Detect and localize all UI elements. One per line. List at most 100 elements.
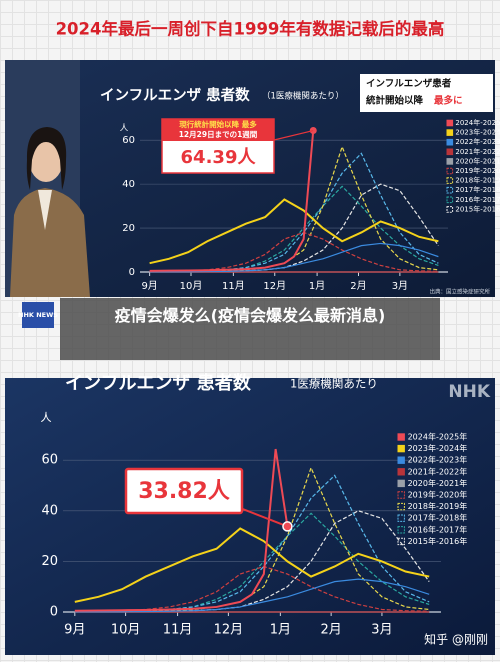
watermark: 知乎 @刚刚 (424, 633, 488, 647)
x-tick-label: 9月 (64, 623, 85, 638)
value-label: 64.39人 (181, 147, 257, 168)
legend-label: 2023年-2024年 (455, 128, 500, 137)
legend-swatch (397, 491, 405, 499)
legend-swatch (397, 444, 405, 453)
legend-label: 2019年-2020年 (455, 166, 500, 175)
legend-label: 2024年-2025年 (455, 118, 500, 127)
legend-label: 2016年-2017年 (455, 195, 500, 204)
chart-subtitle: 1医療機関あたり (290, 377, 378, 391)
legend-swatch (397, 433, 405, 441)
y-axis-label: 人 (40, 411, 51, 424)
y-tick-label: 40 (41, 503, 58, 518)
legend-swatch (446, 129, 454, 136)
x-tick-label: 3月 (392, 280, 408, 292)
x-tick-label: 1月 (270, 623, 291, 638)
callout-box (124, 467, 244, 515)
legend-label: 2016年-2017年 (408, 524, 468, 534)
legend-swatch (397, 456, 405, 464)
logo-text: NHK NEWS (18, 311, 58, 319)
panel-2 (5, 378, 495, 655)
legend-label: 2021年-2022年 (455, 147, 500, 156)
legend-label: 2018年-2019年 (455, 176, 500, 185)
series-line (74, 527, 430, 603)
legend-label: 2022年-2023年 (408, 455, 468, 465)
x-tick-label: 3月 (371, 623, 392, 638)
x-tick-label: 1月 (309, 280, 325, 292)
legend-label: 2023年-2024年 (408, 443, 468, 453)
value-label: 33.82人 (138, 479, 230, 504)
info-text: インフルエンザ患者 (366, 78, 452, 90)
legend-label: 2017年-2018年 (408, 513, 468, 523)
info-box (360, 74, 493, 112)
logo-text: NHK (448, 382, 490, 402)
legend-swatch (446, 167, 454, 175)
callout-text: 現行統計開始以降 最多 (179, 119, 257, 129)
series-line (149, 198, 439, 265)
x-tick-label: 12月 (263, 280, 286, 292)
legend-label: 2015年-2016年 (455, 204, 500, 213)
x-tick-label: 11月 (163, 623, 193, 638)
y-tick-label: 60 (122, 135, 135, 146)
legend-label: 2020年-2021年 (455, 156, 500, 165)
legend-swatch (446, 119, 454, 127)
page-title: 2024年最后一周创下自1999年有数据记载后的最高 (56, 19, 445, 39)
y-tick-label: 40 (122, 179, 135, 190)
y-axis-label: 人 (120, 124, 129, 134)
legend-swatch (446, 196, 454, 204)
info-text: 最多に (434, 95, 463, 107)
legend-label: 2015年-2016年 (408, 536, 468, 546)
chart-title: インフルエンザ 患者数 (65, 372, 252, 394)
series-line (74, 578, 430, 613)
legend-swatch (446, 148, 454, 156)
legend-swatch (397, 514, 405, 522)
legend-label: 2024年-2025年 (408, 432, 468, 442)
legend-label: 2021年-2022年 (408, 466, 468, 476)
x-tick-label: 10月 (111, 623, 141, 638)
series-line (149, 130, 315, 272)
legend-swatch (397, 526, 405, 534)
legend-label: 2018年-2019年 (408, 501, 468, 511)
legend-swatch (446, 177, 454, 184)
x-tick-label: 2月 (350, 280, 366, 292)
callout-band (162, 119, 274, 141)
anchor (10, 127, 90, 297)
legend-swatch (397, 537, 405, 546)
legend-swatch (446, 206, 454, 213)
series-line (74, 512, 430, 613)
nhk-news-logo (22, 302, 54, 328)
legend-swatch (446, 138, 454, 146)
source: 出典：国立感染症研究所 (429, 288, 490, 296)
x-tick-label: 2月 (321, 623, 342, 638)
chart-subtitle: （1医療機関あたり） (262, 91, 344, 102)
callout-leader (273, 129, 314, 141)
series-line (74, 448, 289, 612)
x-tick-label: 9月 (141, 280, 157, 292)
series-line (74, 510, 430, 613)
callout-leader (239, 507, 288, 528)
legend-label: 2019年-2020年 (408, 490, 468, 500)
legend-swatch (397, 479, 405, 488)
y-tick-label: 20 (41, 554, 58, 569)
caption: 疫情会爆发么(疫情会爆发么最新消息) (60, 298, 440, 360)
y-tick-label: 20 (122, 223, 135, 234)
legend-swatch (446, 158, 454, 165)
legend-swatch (397, 468, 405, 476)
callout-text: 12月29日までの1週間 (179, 130, 258, 139)
series-line (74, 565, 430, 613)
info-text: 統計開始以降 (366, 95, 424, 107)
legend-label: 2017年-2018年 (455, 185, 500, 194)
series-line (149, 242, 439, 273)
y-tick-label: 0 (129, 267, 135, 278)
series-line (74, 474, 430, 613)
point-dot (282, 521, 293, 532)
x-tick-label: 10月 (180, 280, 203, 292)
chart-title: インフルエンザ 患者数 (100, 86, 250, 104)
y-tick-label: 60 (41, 453, 58, 468)
legend-label: 2022年-2023年 (455, 137, 500, 146)
x-tick-label: 12月 (214, 623, 244, 638)
legend-label: 2020年-2021年 (408, 478, 468, 488)
legend-swatch (397, 502, 405, 511)
y-tick-label: 0 (50, 605, 58, 620)
